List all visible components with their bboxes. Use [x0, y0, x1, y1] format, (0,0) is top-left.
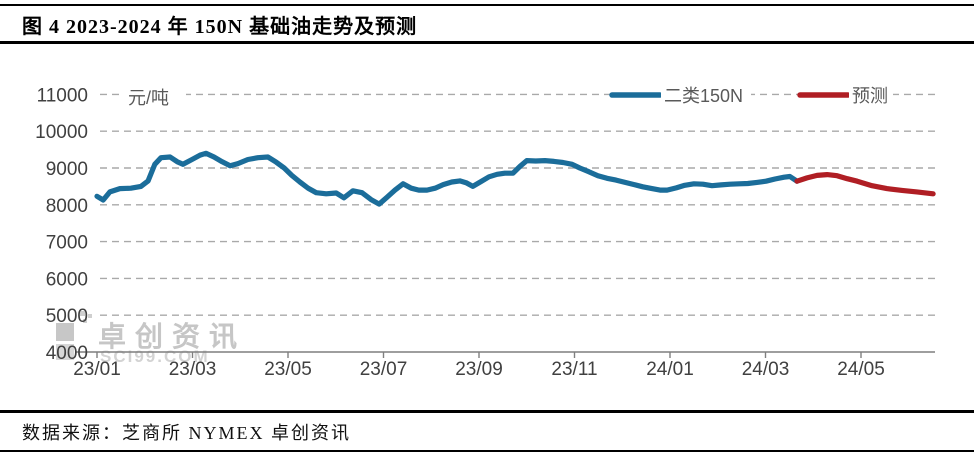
y-tick-label: 5000 — [46, 306, 88, 327]
legend-label-forecast: 预测 — [852, 86, 888, 106]
unit-label-bg — [124, 86, 186, 108]
figure-title: 图 4 2023-2024 年 150N 基础油走势及预测 — [22, 16, 418, 38]
bottom-divider — [0, 450, 974, 452]
y-tick-label: 8000 — [46, 196, 88, 217]
watermark-logo-icon — [56, 321, 78, 367]
x-tick-label: 23/11 — [551, 359, 597, 380]
x-tick-label: 24/05 — [837, 359, 885, 380]
legend-label-bg — [849, 85, 893, 106]
y-tick-label: 4000 — [46, 343, 88, 364]
x-tick-label: 24/01 — [646, 359, 694, 380]
x-tick-label: 24/03 — [742, 359, 790, 380]
y-tick-label: 9000 — [46, 159, 88, 180]
x-tick-label: 23/03 — [169, 359, 217, 380]
unit-label: 元/吨 — [128, 88, 169, 108]
y-tick-label: 11000 — [37, 85, 88, 106]
series-line-primary — [94, 150, 800, 207]
data-source-note: 数据来源：芝商所 NYMEX 卓创资讯 — [22, 423, 351, 443]
watermark-name: 卓创资讯 — [98, 321, 247, 352]
y-tick-label: 10000 — [35, 122, 88, 143]
legend-label-bg — [661, 85, 751, 106]
watermark-dots-icon — [80, 311, 100, 325]
x-tick-label: 23/07 — [360, 359, 408, 380]
y-tick-label: 6000 — [46, 269, 88, 290]
x-tick-label: 23/09 — [455, 359, 503, 380]
y-tick-label: 7000 — [46, 233, 88, 254]
footer-divider — [0, 410, 974, 413]
legend-label-primary: 二类150N — [664, 86, 743, 106]
title-divider — [0, 41, 974, 44]
top-divider — [0, 4, 974, 6]
x-tick-label: 23/05 — [264, 359, 312, 380]
x-tick-label: 23/01 — [73, 359, 121, 380]
series-line-forecast — [794, 172, 936, 197]
